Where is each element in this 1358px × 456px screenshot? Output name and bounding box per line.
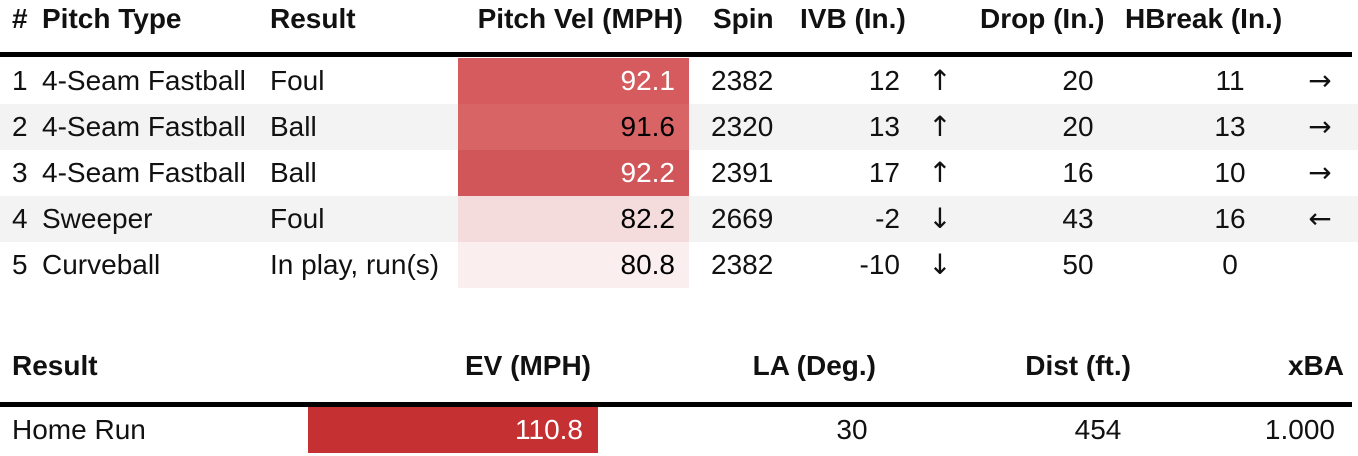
row-spin: 2391 [711, 157, 774, 188]
row-num: 3 [12, 157, 28, 188]
row-drop: 43 [1062, 203, 1094, 234]
row-ivb-arrow: ↑ [928, 156, 952, 189]
hit-header-ev: EV (MPH) [465, 350, 591, 381]
hit-dist: 454 [1074, 414, 1122, 445]
row-num: 5 [12, 249, 28, 280]
row-pitch-type: 4-Seam Fastball [42, 157, 246, 188]
header-drop: Drop (In.) [980, 3, 1105, 34]
row-num: 1 [12, 65, 28, 96]
row-pitch-type: Sweeper [42, 203, 153, 234]
velocity-heat-cell [458, 242, 689, 288]
row-drop: 20 [1062, 111, 1094, 142]
row-spin: 2669 [711, 203, 774, 234]
header-spin: Spin [713, 3, 774, 34]
header-hbreak: HBreak (In.) [1125, 3, 1283, 34]
row-ivb-arrow: ↑ [928, 110, 952, 143]
row-drop: 16 [1062, 157, 1094, 188]
row-ivb: -10 [859, 249, 900, 280]
row-hbreak-arrow: → [1308, 110, 1332, 143]
ev-highlight [308, 407, 598, 453]
row-spin: 2382 [711, 249, 774, 280]
row-ivb: 13 [868, 111, 900, 142]
row-hbreak-arrow: → [1308, 64, 1332, 97]
row-result: Ball [270, 111, 317, 142]
row-hbreak: 0 [1222, 249, 1238, 280]
velocity-heat-cell [458, 104, 689, 150]
header-velocity: Pitch Vel (MPH) [477, 3, 683, 34]
row-velocity: 80.8 [620, 249, 676, 280]
row-ivb: 12 [868, 65, 900, 96]
row-drop: 20 [1062, 65, 1094, 96]
header-pitch-type: Pitch Type [42, 3, 182, 34]
row-hbreak-arrow: → [1308, 156, 1332, 189]
row-pitch-type: 4-Seam Fastball [42, 65, 246, 96]
row-ivb-arrow: ↓ [928, 248, 952, 281]
hit-header-dist: Dist (ft.) [1025, 350, 1131, 381]
velocity-heat-cell [458, 196, 689, 242]
hit-xba: 1.000 [1264, 414, 1335, 445]
row-velocity: 91.6 [620, 111, 676, 142]
velocity-heat-cell [458, 150, 689, 196]
row-result: In play, run(s) [270, 249, 440, 280]
row-num: 2 [12, 111, 28, 142]
hit-header-result: Result [12, 350, 98, 381]
row-hbreak: 11 [1215, 65, 1245, 96]
row-hbreak: 16 [1214, 203, 1246, 234]
row-ivb: 17 [868, 157, 900, 188]
row-hbreak-arrow: ← [1308, 202, 1332, 235]
row-result: Foul [270, 203, 325, 234]
header-rule [0, 52, 1352, 57]
hit-header-rule [0, 402, 1352, 407]
hit-header-la: LA (Deg.) [752, 350, 876, 381]
header-num: # [12, 3, 28, 34]
row-result: Foul [270, 65, 325, 96]
hit-ev: 110.8 [515, 414, 583, 445]
row-ivb-arrow: ↑ [928, 64, 952, 97]
row-hbreak: 13 [1214, 111, 1246, 142]
header-result: Result [270, 3, 356, 34]
row-velocity: 92.1 [620, 65, 676, 96]
hit-header-xba: xBA [1287, 350, 1344, 381]
row-pitch-type: Curveball [42, 249, 161, 280]
row-pitch-type: 4-Seam Fastball [42, 111, 246, 142]
row-spin: 2320 [711, 111, 774, 142]
row-ivb-arrow: ↓ [928, 202, 952, 235]
row-velocity: 92.2 [620, 157, 676, 188]
row-result: Ball [270, 157, 317, 188]
row-velocity: 82.2 [620, 203, 676, 234]
hit-la: 30 [836, 414, 868, 445]
row-hbreak: 10 [1214, 157, 1246, 188]
row-num: 4 [12, 203, 28, 234]
header-ivb: IVB (In.) [800, 3, 906, 34]
row-drop: 50 [1062, 249, 1094, 280]
row-spin: 2382 [711, 65, 774, 96]
velocity-heat-cell [458, 58, 689, 104]
hit-result: Home Run [12, 414, 146, 445]
row-ivb: -2 [875, 203, 900, 234]
